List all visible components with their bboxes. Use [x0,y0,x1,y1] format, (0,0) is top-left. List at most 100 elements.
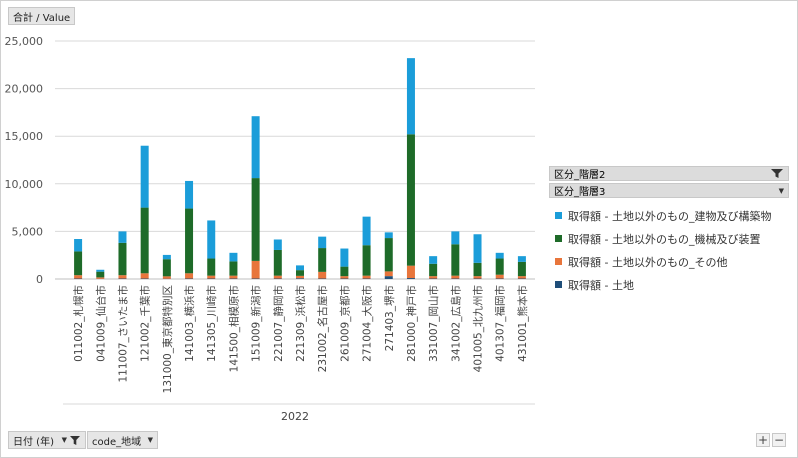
bar-segment[interactable] [140,273,149,279]
bar-segment[interactable] [162,259,171,277]
bar-segment[interactable] [273,239,282,250]
dropdown-arrow-icon[interactable]: ▼ [778,186,784,195]
filter-icon[interactable] [69,435,81,446]
bar-segment[interactable] [296,265,304,271]
x-tick-label: 271004_大阪市 [361,285,374,362]
bar-segment[interactable] [451,275,460,279]
x-tick-label: 331007_岡山市 [427,285,440,362]
value-field-button[interactable]: 合計 / Value [8,7,76,25]
zoom-out-button[interactable]: − [772,433,786,447]
bar-segment[interactable] [118,242,127,276]
bar-segment[interactable] [451,244,460,276]
bar-segment[interactable] [74,275,83,279]
bar-segment[interactable] [251,178,260,261]
bar-segment[interactable] [185,273,194,279]
bar-segment[interactable] [495,274,504,279]
bar-segment[interactable] [140,145,149,208]
x-tick-label: 011002_札幌市 [72,285,85,362]
legend-swatch [555,212,562,219]
x-tick-label: 141500_相模原市 [227,285,240,372]
legend: 区分_階層2 区分_階層3 ▼ 取得額 - 土地以外のもの_建物及び構築物 取得… [549,166,789,296]
bar-segment[interactable] [318,236,327,249]
bar-segment[interactable] [429,263,438,277]
gridlines [55,40,535,280]
bar-segment[interactable] [96,277,105,279]
bar-segment[interactable] [74,251,83,276]
x-tick-label: 221309_浜松市 [294,285,307,362]
bar-segment[interactable] [384,276,393,279]
bar-segment[interactable] [318,248,327,272]
legend-header-level2[interactable]: 区分_階層2 [549,166,789,181]
bar-segment[interactable] [162,254,171,260]
bar-segment[interactable] [162,276,171,279]
x-tick-label: 111007_さいたま市 [116,285,129,383]
bar-segment[interactable] [340,266,349,277]
bar-segment[interactable] [362,275,371,279]
legend-header-level3[interactable]: 区分_階層3 ▼ [549,183,789,198]
date-field-button[interactable]: 日付 (年) ▼ [8,431,86,449]
legend-item: 取得額 - 土地以外のもの_機械及び装置 [549,227,789,250]
bar-segment[interactable] [96,269,105,272]
legend-swatch [555,235,562,242]
y-tick-label: 10,000 [5,178,44,191]
bar-segment[interactable] [362,245,371,276]
bar-segment[interactable] [406,278,415,279]
bar-segment[interactable] [384,271,393,277]
bar-segment[interactable] [362,216,371,246]
dropdown-arrow-icon[interactable]: ▼ [61,436,67,444]
bar-segment[interactable] [207,275,216,279]
bar-segment[interactable] [473,262,482,277]
bar-segment[interactable] [74,239,83,252]
x-tick-label: 231002_名古屋市 [316,285,329,372]
bar-segment[interactable] [229,261,238,276]
code-field-button[interactable]: code_地域 ▼ [87,431,158,449]
bar-segment[interactable] [384,232,393,239]
bar-segment[interactable] [296,275,304,279]
filter-icon[interactable] [770,168,784,179]
bar-segment[interactable] [140,207,149,274]
bar-segment[interactable] [318,271,327,279]
x-tick-label: 141003_横浜市 [183,285,196,362]
code-field-label: code_地域 [92,436,142,448]
bar-segment[interactable] [185,180,194,209]
bar-segment[interactable] [118,231,127,243]
bars [74,58,526,279]
bar-segment[interactable] [495,258,504,275]
x-tick-label: 221007_静岡市 [272,285,285,362]
bar-segment[interactable] [340,276,349,279]
bar-segment[interactable] [207,220,216,259]
y-tick-label: 20,000 [5,83,44,96]
bar-segment[interactable] [273,275,282,279]
bar-segment[interactable] [517,256,526,262]
bar-segment[interactable] [517,276,526,279]
zoom-in-button[interactable]: + [756,433,770,447]
bar-segment[interactable] [473,276,482,279]
bar-segment[interactable] [96,271,105,278]
bar-segment[interactable] [296,270,304,276]
x-tick-label: 261009_京都市 [338,285,351,362]
bar-segment[interactable] [517,261,526,277]
bar-segment[interactable] [406,58,415,135]
bar-segment[interactable] [229,275,238,279]
x-tick-label: 151009_新潟市 [250,285,263,362]
bar-segment[interactable] [406,265,415,279]
bar-segment[interactable] [118,275,127,279]
bar-segment[interactable] [406,134,415,266]
bar-segment[interactable] [340,248,349,267]
y-tick-label: 25,000 [5,35,44,48]
dropdown-arrow-icon[interactable]: ▼ [147,436,153,444]
bar-segment[interactable] [429,256,438,264]
bar-segment[interactable] [473,234,482,263]
bar-segment[interactable] [229,252,238,262]
bar-segment[interactable] [185,208,194,274]
bar-segment[interactable] [296,278,304,279]
bar-segment[interactable] [384,238,393,272]
bar-segment[interactable] [251,260,260,279]
bar-segment[interactable] [429,276,438,279]
bar-segment[interactable] [251,116,260,179]
bar-segment[interactable] [207,258,216,276]
bar-segment[interactable] [451,231,460,245]
bar-segment[interactable] [273,249,282,276]
bar-segment[interactable] [495,252,504,259]
